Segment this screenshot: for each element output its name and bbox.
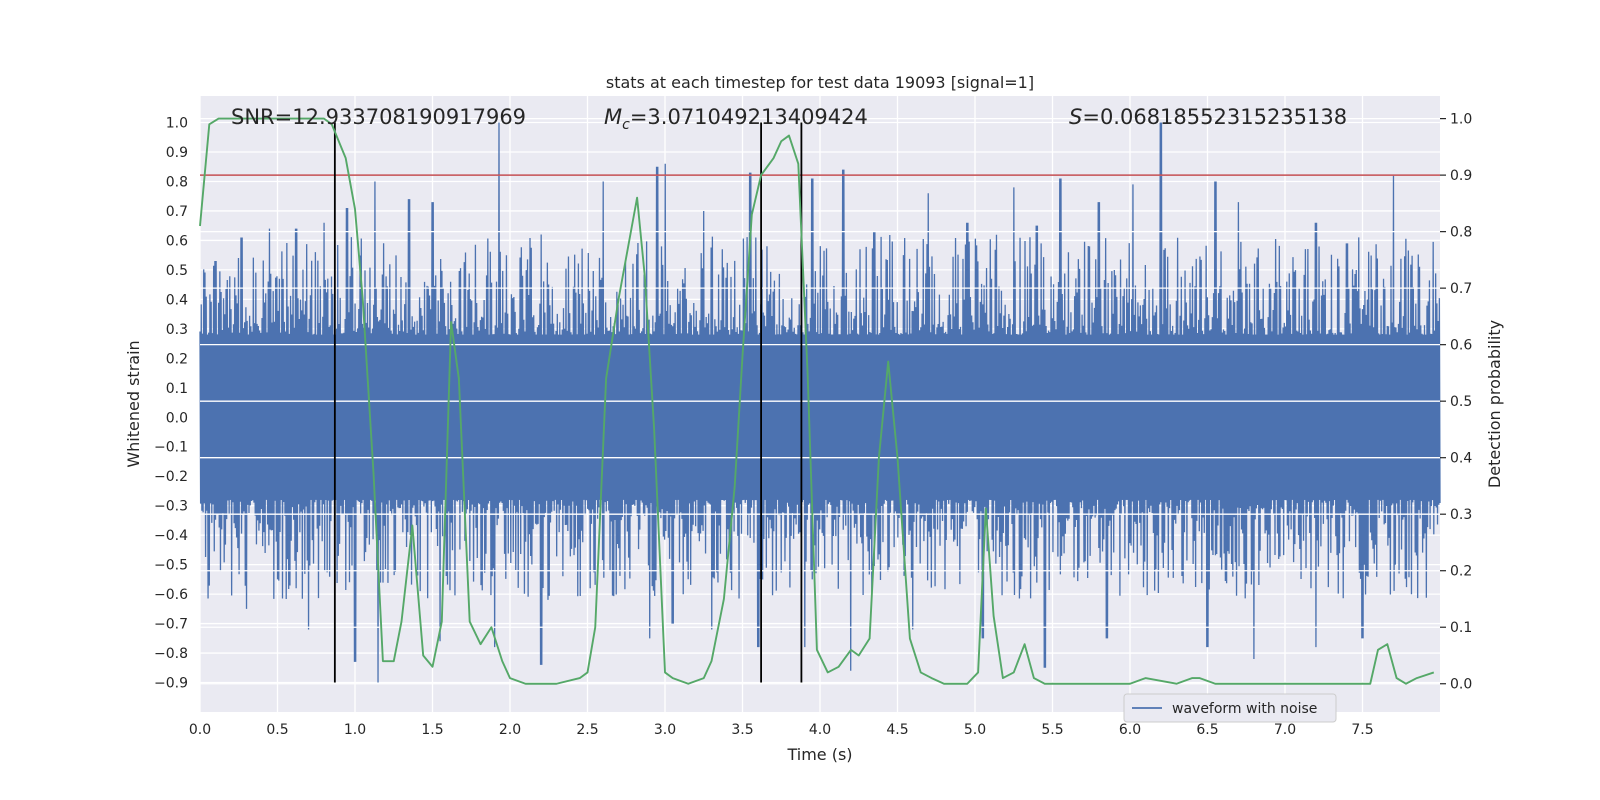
detection-probability-line (199, 117, 1435, 685)
y-tick-label: 0.6 (166, 233, 188, 249)
y-tick-label: 0.2 (166, 351, 188, 367)
y-tick-label: 1.0 (166, 116, 188, 132)
x-tick-label: 4.5 (886, 722, 908, 738)
x-tick-label: 7.0 (1274, 722, 1296, 738)
y-tick-label: 0.0 (166, 410, 188, 426)
y-tick-label: −0.7 (154, 617, 188, 633)
y-tick-label: 0.5 (166, 263, 188, 279)
waveform-line (199, 122, 1441, 683)
x-tick-label: 5.0 (964, 722, 986, 738)
tick-labels: 0.0 0.5 1.0 1.5 2.0 2.5 3.0 3.5 4.0 4.5 5.0 5.5 6.0 6… (154, 112, 1472, 738)
waveform-series (199, 122, 1441, 683)
chart-title: stats at each timestep for test data 190… (606, 73, 1034, 92)
y-tick-label: 0.8 (166, 174, 188, 190)
y-tick-label: 0.1 (166, 381, 188, 397)
x-tick-label: 4.0 (809, 722, 831, 738)
x-tick-label: 1.5 (421, 722, 443, 738)
x-tick-label: 1.0 (344, 722, 366, 738)
x-tick-label: 3.0 (654, 722, 676, 738)
y-tick-label: −0.3 (154, 499, 188, 515)
y-tick-label: −0.4 (154, 528, 188, 544)
x-tick-label: 0.0 (189, 722, 211, 738)
y-tick-label: 0.3 (166, 322, 188, 338)
y-right-tick-label: 0.8 (1450, 225, 1472, 241)
y-right-tick-label: 0.4 (1450, 451, 1472, 467)
s-annotation: S=0.06818552315235138 (1069, 105, 1347, 129)
legend-box (1123, 693, 1337, 723)
y-right-tick-label: 0.0 (1450, 677, 1472, 693)
y-right-tick-label: 0.1 (1450, 620, 1472, 636)
x-axis-label: Time (s) (786, 745, 852, 764)
y-axis-label: Whitened strain (124, 340, 143, 467)
snr-annotation: SNR=12.933708190917969 (231, 105, 526, 129)
x-tick-label: 6.0 (1119, 722, 1141, 738)
y-tick-label: −0.1 (154, 440, 188, 456)
x-tick-label: 2.5 (576, 722, 598, 738)
legend: waveform with noise (1123, 693, 1337, 723)
y-right-tick-label: 0.7 (1450, 281, 1472, 297)
legend-label: waveform with noise (1172, 701, 1317, 717)
y-tick-label: −0.6 (154, 587, 188, 603)
x-tick-label: 5.5 (1041, 722, 1063, 738)
x-tick-label: 6.5 (1196, 722, 1218, 738)
y-right-axis-label: Detection probability (1485, 320, 1504, 488)
x-tick-label: 2.0 (499, 722, 521, 738)
y-right-tick-label: 0.2 (1450, 564, 1472, 580)
y-right-tick-label: 0.3 (1450, 507, 1472, 523)
y-tick-label: 0.4 (166, 292, 188, 308)
x-tick-label: 0.5 (266, 722, 288, 738)
y-right-tick-label: 0.5 (1450, 394, 1472, 410)
y-tick-label: −0.2 (154, 469, 188, 485)
y-tick-label: 0.9 (166, 145, 188, 161)
y-tick-label: −0.5 (154, 558, 188, 574)
chirp-mass-annotation: Mc=3.071049213409424 (604, 105, 868, 133)
y-right-tick-label: 0.9 (1450, 168, 1472, 184)
y-tick-label: −0.9 (154, 676, 188, 692)
y-tick-label: 0.7 (166, 204, 188, 220)
probability-series (199, 117, 1435, 685)
y-right-tick-label: 1.0 (1450, 112, 1472, 128)
x-tick-label: 7.5 (1351, 722, 1373, 738)
x-tick-label: 3.5 (731, 722, 753, 738)
y-right-tick-label: 0.6 (1450, 338, 1472, 354)
y-tick-label: −0.8 (154, 646, 188, 662)
